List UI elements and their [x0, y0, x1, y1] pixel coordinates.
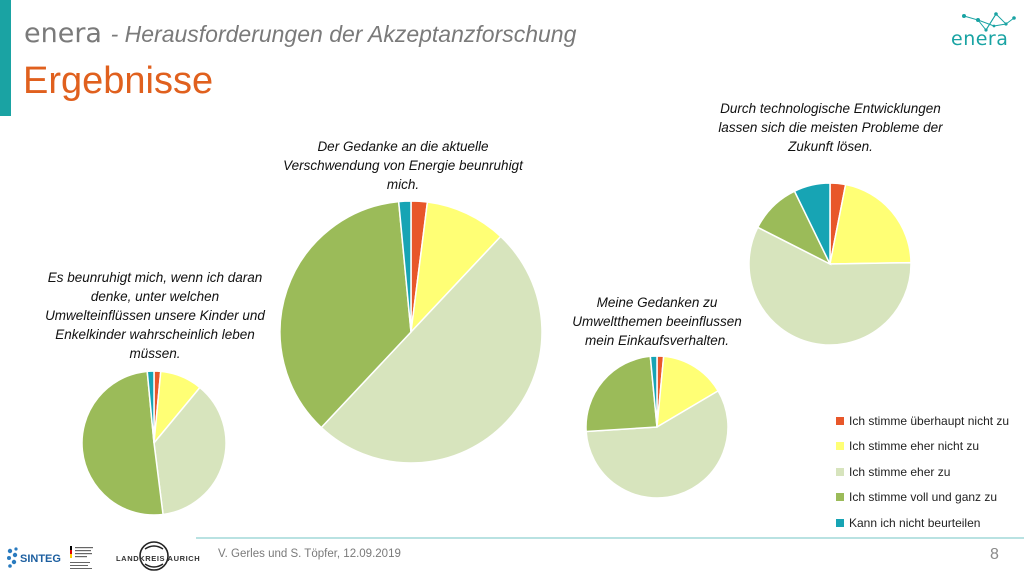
pie-slice [585, 389, 729, 499]
pie-slice [748, 226, 912, 346]
legend-label: Ich stimme eher zu [849, 464, 951, 479]
legend-item: Ich stimme voll und ganz zu [836, 485, 1009, 511]
pie-slice [397, 200, 412, 333]
legend-label: Ich stimme voll und ganz zu [849, 490, 998, 505]
legend-item: Ich stimme eher zu [836, 459, 1009, 485]
pie-slice [649, 355, 658, 428]
pie-slice [829, 183, 912, 265]
pie-slice [279, 200, 412, 429]
landkreis-aurich-crest-icon [139, 541, 169, 571]
chart-title: Durch technologische Entwicklungen lasse… [718, 101, 943, 154]
legend-label: Ich stimme überhaupt nicht zu [849, 413, 1010, 428]
pie-slice [409, 201, 502, 335]
landkreis-aurich-text: LANDKREIS AURICH [116, 554, 201, 563]
legend-swatch [836, 416, 844, 425]
legend: Ich stimme überhaupt nicht zu Ich stimme… [836, 408, 1009, 536]
chart-title: Meine Gedanken zu Umweltthemen beeinflus… [572, 295, 742, 348]
page-number: 8 [990, 546, 999, 563]
footer-divider [196, 537, 1024, 539]
footer-authors: V. Gerles und S. Töpfer, 12.09.2019 [218, 548, 401, 560]
chart-title: Der Gedanke an die aktuelle Verschwendun… [283, 139, 523, 192]
enera-logo-text: enera [951, 28, 1009, 50]
legend-swatch [836, 442, 844, 451]
pie-slice [585, 355, 658, 433]
pie-slice [153, 386, 227, 516]
pie-slice [146, 370, 155, 444]
legend-item: Ich stimme eher nicht zu [836, 434, 1009, 460]
chart-title: Es beunruhigt mich, wenn ich daran denke… [45, 270, 265, 361]
pie-slice [656, 355, 720, 429]
page-title: Ergebnisse [23, 60, 214, 102]
legend-item: Ich stimme überhaupt nicht zu [836, 408, 1009, 434]
sinteg-logo-icon [7, 547, 18, 568]
legend-swatch [836, 518, 844, 527]
enera-network-logo-icon [962, 12, 1016, 32]
legend-label: Kann ich nicht beurteilen [849, 515, 981, 530]
pie-slice [793, 182, 831, 265]
legend-swatch [836, 493, 844, 502]
ministry-eagle-logo-icon [70, 546, 93, 569]
legend-swatch [836, 467, 844, 476]
header-title: enera - Herausforderungen der Akzeptanzf… [24, 18, 576, 49]
accent-bar [0, 0, 11, 116]
brand-name: enera [24, 18, 102, 49]
pie-slice [320, 235, 543, 464]
pie-slice [81, 370, 164, 516]
legend-label: Ich stimme eher nicht zu [849, 439, 980, 454]
sinteg-logo-text: SINTEG [20, 553, 61, 565]
legend-item: Kann ich nicht beurteilen [836, 510, 1009, 536]
header-subtitle: - Herausforderungen der Akzeptanzforschu… [110, 21, 577, 47]
